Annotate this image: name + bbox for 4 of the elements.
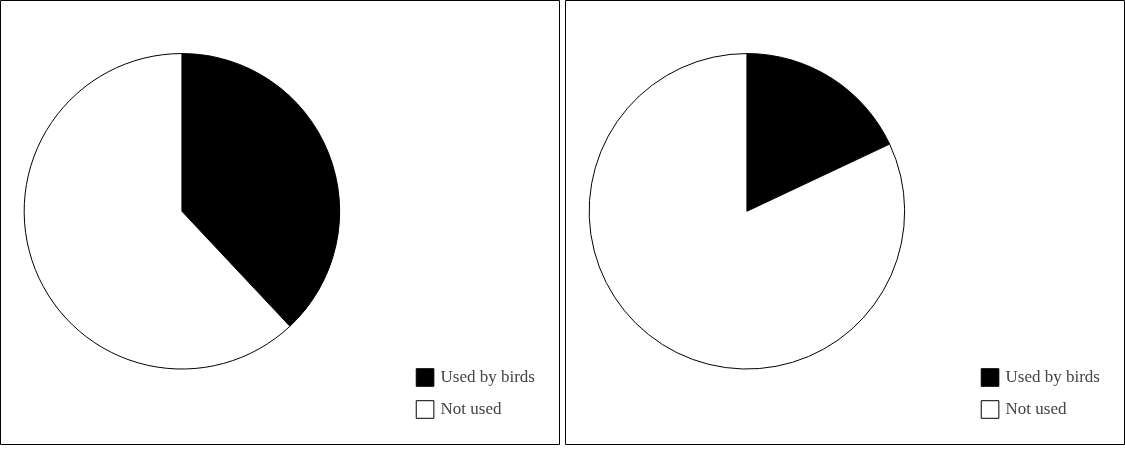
legend-label: Used by birds <box>1005 367 1100 387</box>
legend-label: Not used <box>1005 399 1067 419</box>
legend-label: Not used <box>440 399 502 419</box>
legend-label: Used by birds <box>440 367 535 387</box>
